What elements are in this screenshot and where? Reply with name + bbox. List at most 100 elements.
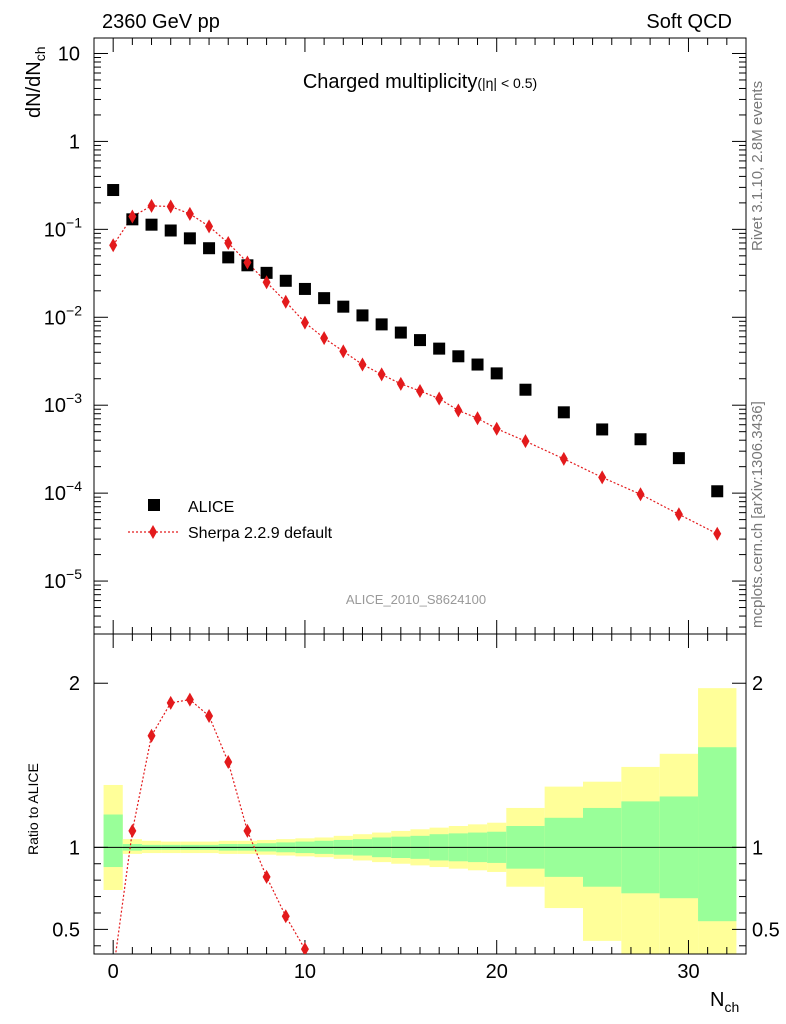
sherpa-point [281, 294, 290, 309]
alice-point [452, 350, 465, 363]
y-tick-label-exp: −1 [66, 214, 82, 230]
sherpa-point [166, 199, 175, 214]
x-tick-label: 10 [294, 961, 316, 983]
sherpa-point [435, 391, 444, 406]
alice-point [356, 309, 369, 322]
alice-point [279, 274, 292, 287]
y-tick-label-exp: −3 [66, 390, 82, 406]
sherpa-point [454, 403, 463, 418]
y-tick-label-base: 10 [44, 395, 66, 417]
sherpa-point [300, 315, 309, 330]
rivet-label: Rivet 3.1.10, 2.8M events [749, 81, 766, 251]
series-lines [112, 205, 718, 535]
sherpa-point [243, 255, 252, 270]
legend-marker-alice [148, 499, 160, 511]
y-tick-label-exp: −4 [66, 478, 82, 494]
y-axis-label: dN/dNch [23, 47, 48, 119]
ratio-uncertainty-bands [103, 688, 737, 954]
sherpa-line [112, 205, 718, 535]
y-tick-label: 10 [58, 43, 80, 65]
y-axis-label-sub: ch [32, 47, 48, 62]
alice-point [222, 251, 235, 264]
sherpa-point [358, 357, 367, 372]
alice-point [634, 433, 647, 446]
ratio-y-tick-label-left: 1 [69, 837, 80, 859]
alice-point [471, 358, 484, 371]
ratio-y-tick-label-right: 0.5 [752, 919, 780, 941]
alice-point [145, 218, 158, 231]
series-markers [107, 184, 724, 541]
ratio-sherpa-point [224, 755, 233, 769]
alice-point [298, 282, 311, 295]
y-tick-label: 10−4 [44, 478, 82, 505]
alice-point [337, 300, 350, 313]
y-tick-label-base: 10 [44, 219, 66, 241]
sherpa-point [147, 198, 156, 213]
y-tick-label: 10−5 [44, 566, 82, 593]
x-axis-label: Nch [710, 989, 739, 1015]
ratio-sherpa-point [243, 823, 252, 838]
sherpa-point [674, 507, 683, 522]
y-tick-label: 10−2 [44, 302, 82, 329]
alice-point [433, 342, 446, 355]
y-tick-label-base: 10 [44, 307, 66, 329]
ratio-sherpa-point [262, 869, 271, 884]
alice-point [414, 334, 426, 347]
sherpa-point [713, 526, 722, 541]
header-left: 2360 GeV pp [102, 11, 220, 33]
y-tick-label: 10−3 [44, 390, 82, 417]
alice-point [260, 266, 273, 279]
ratio-plot-area: 0 10 20 30 0.5 0.5 1 1 2 2 [52, 633, 780, 983]
y-tick-label-exp: −2 [66, 302, 82, 318]
analysis-label: ALICE_2010_S8624100 [346, 592, 486, 607]
ratio-sherpa-point [147, 728, 156, 743]
sherpa-point [598, 470, 607, 485]
ratio-sherpa-point [300, 942, 309, 954]
alice-point [107, 184, 120, 197]
sherpa-point [109, 238, 118, 253]
chart-title-main: Charged multiplicity [303, 71, 478, 93]
ratio-sherpa-point [185, 692, 194, 707]
alice-point [557, 406, 570, 419]
sherpa-point [396, 376, 405, 391]
ratio-sherpa-point [128, 823, 137, 838]
sherpa-point [185, 206, 194, 221]
ratio-y-tick-label-right: 1 [752, 837, 763, 859]
sherpa-point [377, 367, 386, 382]
ratio-line [115, 698, 306, 954]
x-axis-label-main: N [710, 989, 724, 1011]
legend-label-alice: ALICE [188, 499, 234, 516]
y-tick-label-exp: −5 [66, 566, 82, 582]
sherpa-point [224, 235, 233, 250]
sherpa-point [521, 434, 530, 449]
alice-point [519, 383, 532, 396]
ratio-markers [128, 692, 309, 954]
ratio-sherpa-line [115, 698, 306, 954]
y-tick-label: 10−1 [44, 214, 82, 241]
x-tick-label: 0 [108, 961, 119, 983]
sherpa-point [128, 209, 137, 224]
sherpa-point [416, 384, 424, 399]
alice-point [672, 452, 685, 465]
y-tick-label-base: 10 [44, 483, 66, 505]
chart-title-sub: (|η| < 0.5) [477, 75, 537, 91]
legend-label-sherpa: Sherpa 2.2.9 default [188, 525, 333, 542]
alice-point [711, 485, 724, 498]
sherpa-point [473, 411, 482, 426]
mcplots-label: mcplots.cern.ch [arXiv:1306.3436] [749, 401, 766, 628]
ratio-y-tick-label-left: 0.5 [52, 919, 80, 941]
sherpa-point [492, 421, 501, 436]
alice-point [596, 423, 609, 436]
green-band [103, 814, 123, 868]
ratio-sherpa-point [166, 695, 175, 710]
sherpa-point [262, 275, 271, 290]
header-right: Soft QCD [646, 11, 732, 33]
x-axis-label-sub: ch [724, 999, 739, 1015]
ratio-y-tick-label-left: 2 [69, 673, 80, 695]
y-axis-label-main: dN/dN [23, 61, 45, 118]
sherpa-point [636, 487, 645, 502]
y-tick-label: 1 [69, 131, 80, 153]
ratio-sherpa-point [205, 709, 214, 724]
